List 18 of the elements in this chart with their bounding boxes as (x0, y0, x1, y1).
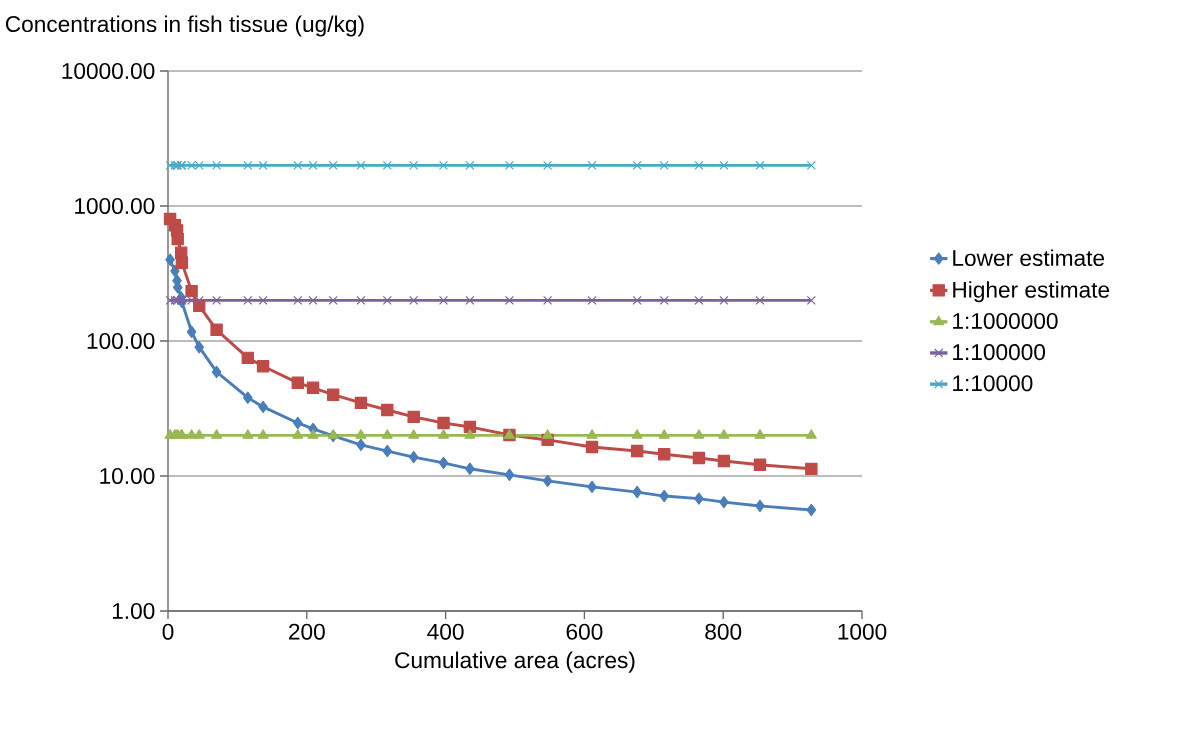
x-tick-label: 0 (162, 623, 174, 640)
y-tick-label: 1000.00 (75, 197, 155, 215)
legend-label: 1:1000000 (953, 312, 1058, 329)
x-tick-label: 800 (705, 623, 742, 640)
x-axis-title: Cumulative area (acres) (395, 651, 635, 673)
legend-label: Higher estimate (953, 281, 1110, 303)
legend-label: 1:10000 (953, 375, 1033, 392)
y-tick-label: 10000.00 (62, 62, 155, 80)
x-tick-label: 600 (566, 623, 603, 640)
legend-label: Lower estimate (953, 249, 1105, 267)
x-tick-label: 400 (427, 623, 464, 640)
y-axis-title: Concentrations in fish tissue (ug/kg) (5, 15, 364, 37)
x-tick-label: 1000 (838, 623, 887, 640)
y-tick-label: 100.00 (87, 332, 155, 350)
x-tick-label: 200 (289, 623, 325, 640)
y-tick-label: 10.00 (100, 467, 155, 485)
legend-label: 1:100000 (953, 344, 1046, 361)
y-tick-label: 1.00 (112, 602, 155, 620)
